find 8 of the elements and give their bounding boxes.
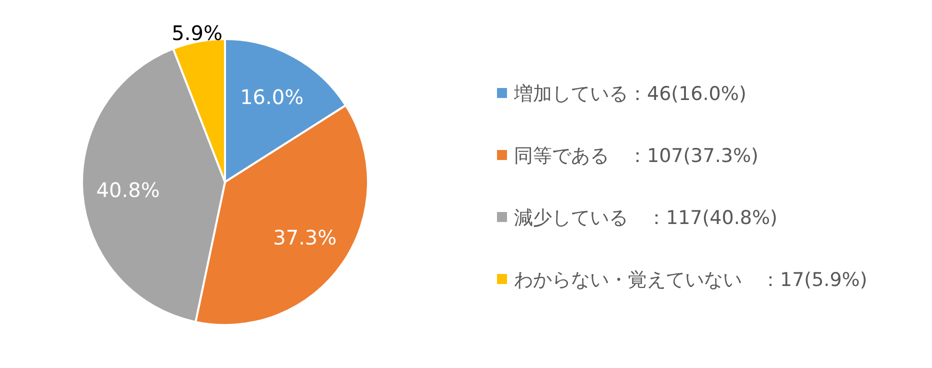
legend-label: 減少している ：117(40.8%) — [514, 207, 778, 229]
legend-label: 増加している：46(16.0%) — [513, 83, 746, 105]
data-label: 37.3% — [273, 225, 337, 250]
data-label: 40.8% — [96, 178, 160, 202]
legend-label: 同等である ：107(37.3%) — [514, 145, 758, 167]
legend-label: わからない・覚えていない ：17(5.9%) — [514, 269, 868, 291]
data-label: 16.0% — [240, 84, 304, 109]
data-label: 5.9% — [172, 21, 222, 46]
